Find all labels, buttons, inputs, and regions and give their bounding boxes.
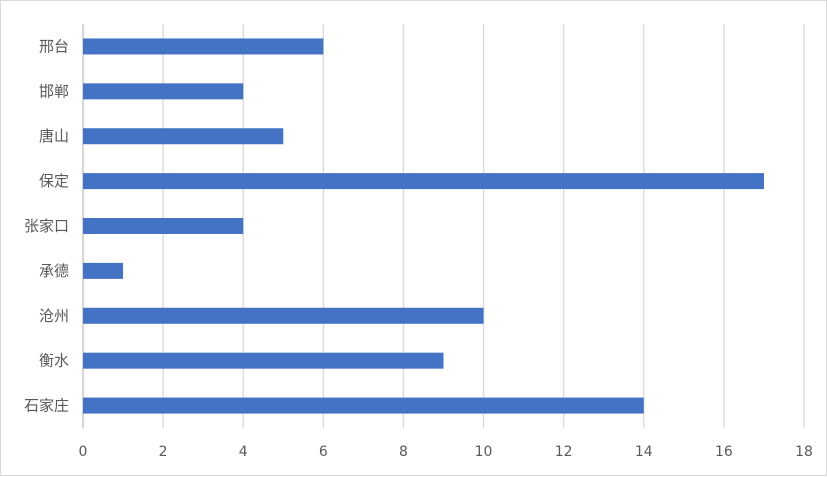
x-tick-label: 0 xyxy=(79,444,88,460)
x-tick-label: 2 xyxy=(159,444,168,460)
bar-张家口 xyxy=(83,218,244,234)
y-category-label: 邯郸 xyxy=(39,82,69,100)
y-category-label: 衡水 xyxy=(39,352,69,370)
y-category-label: 石家庄 xyxy=(24,397,69,415)
x-tick-label: 18 xyxy=(795,444,813,460)
bar-石家庄 xyxy=(83,397,644,414)
y-category-label: 保定 xyxy=(39,172,69,190)
x-tick-label: 4 xyxy=(239,444,248,460)
x-tick-label: 12 xyxy=(555,444,573,460)
bar-邯郸 xyxy=(83,83,244,100)
y-category-label: 唐山 xyxy=(39,127,69,145)
bar-沧州 xyxy=(83,307,484,324)
bar-保定 xyxy=(83,173,764,190)
x-tick-label: 14 xyxy=(635,444,653,460)
y-category-label: 邢台 xyxy=(39,37,69,55)
bar-唐山 xyxy=(83,128,284,145)
y-category-label: 沧州 xyxy=(39,307,69,325)
x-tick-label: 6 xyxy=(319,444,328,460)
y-category-label: 张家口 xyxy=(24,217,69,235)
bar-承德 xyxy=(83,262,124,279)
bar-衡水 xyxy=(83,352,444,369)
x-tick-label: 16 xyxy=(715,444,733,460)
x-tick-label: 10 xyxy=(475,444,493,460)
y-category-label: 承德 xyxy=(39,262,69,280)
bar-邢台 xyxy=(83,38,324,55)
x-tick-label: 8 xyxy=(399,444,408,460)
